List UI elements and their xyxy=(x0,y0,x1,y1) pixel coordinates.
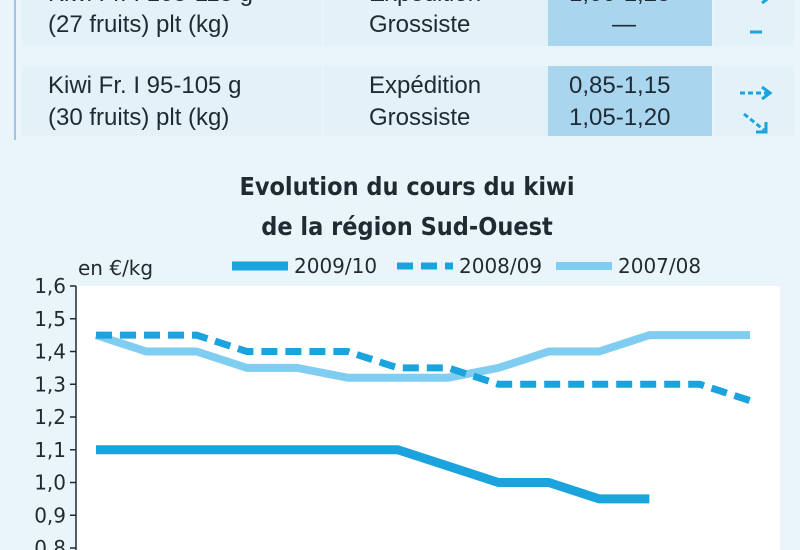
line-chart: 1,6 1,5 1,4 1,3 1,2 1,1 1,0 0,9 0,8 en €/kg 2009/1… xyxy=(34,254,780,550)
right-arrow-icon xyxy=(761,0,769,5)
product-detail: (27 fruits) plt (kg) xyxy=(48,11,230,38)
chart-title-line2: de la région Sud-Ouest xyxy=(261,212,553,241)
y-tick-label: 1,6 xyxy=(34,274,66,298)
chart-title-line1: Evolution du cours du kiwi xyxy=(239,172,575,201)
y-axis-label: en €/kg xyxy=(78,256,153,280)
down-right-arrow-icon xyxy=(743,112,768,134)
right-arrow-icon xyxy=(740,85,773,101)
table-row: Kiwi Fr. I 95-105 g (30 fruits) plt (kg)… xyxy=(14,66,800,136)
stable-dash-icon xyxy=(750,30,762,34)
table-row: Kiwi Fr. I 105-115 g (27 fruits) plt (kg… xyxy=(14,0,800,46)
table-border xyxy=(14,0,16,140)
y-tick-label: 0,8 xyxy=(34,536,66,550)
series-line xyxy=(96,331,752,404)
market-wholesale: Grossiste xyxy=(369,11,471,38)
market-shipping: Expédition xyxy=(369,72,482,99)
product-name: Kiwi Fr. I 95-105 g xyxy=(48,72,242,99)
price-table: Kiwi Fr. I 105-115 g (27 fruits) plt (kg… xyxy=(14,0,800,140)
market-wholesale: Grossiste xyxy=(369,104,471,131)
y-tick-label: 0,9 xyxy=(34,503,66,527)
y-tick-label: 1,0 xyxy=(34,471,66,495)
market-shipping: Expédition xyxy=(369,0,481,10)
plot-area xyxy=(76,286,780,550)
y-tick-label: 1,2 xyxy=(34,405,66,429)
price-wholesale: 1,05-1,20 xyxy=(569,104,671,131)
y-tick-label: 1,5 xyxy=(34,307,66,331)
price-shipping: 0,85-1,15 xyxy=(569,72,671,99)
legend-label: 2007/08 xyxy=(618,254,701,278)
product-detail: (30 fruits) plt (kg) xyxy=(48,104,230,131)
series-line xyxy=(96,445,650,504)
y-tick-label: 1,4 xyxy=(34,340,66,364)
series-line xyxy=(94,331,750,382)
product-name: Kiwi Fr. I 105-115 g xyxy=(48,0,253,10)
legend-label: 2008/09 xyxy=(459,254,542,278)
y-tick-label: 1,3 xyxy=(34,372,66,396)
price-wholesale: — xyxy=(612,11,636,38)
y-tick-label: 1,1 xyxy=(34,438,66,462)
price-shipping: 1,00-1,25 xyxy=(569,0,670,10)
legend-label: 2009/10 xyxy=(294,254,377,278)
chart-panel: Evolution du cours du kiwi de la région … xyxy=(14,168,800,550)
